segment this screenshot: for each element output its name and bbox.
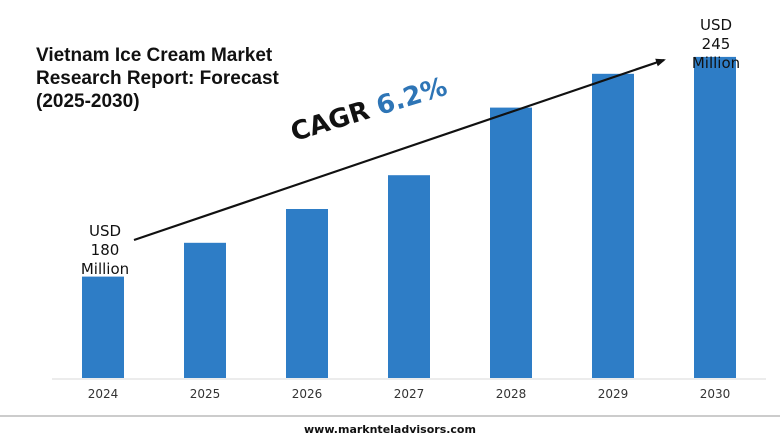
x-tick-labels: 2024 2025 2026 2027 2028 2029 2030 xyxy=(88,387,731,401)
chart-title: Vietnam Ice Cream Market Research Report… xyxy=(36,45,279,112)
end-label-value: 245 xyxy=(701,35,731,53)
bar-2027 xyxy=(388,175,430,378)
cagr-trend-arrow xyxy=(133,58,666,242)
x-tick-label: 2030 xyxy=(700,387,731,401)
bar-2028 xyxy=(490,107,532,378)
start-label-unit: Million xyxy=(80,260,130,278)
x-tick-label: 2027 xyxy=(394,387,425,401)
bar-2030 xyxy=(694,56,736,379)
x-tick-label: 2024 xyxy=(88,387,119,401)
x-tick-label: 2026 xyxy=(292,387,323,401)
bar-2026 xyxy=(286,209,328,378)
bar-series xyxy=(82,56,736,379)
start-label-currency: USD xyxy=(88,222,122,240)
end-label-unit: Million xyxy=(691,54,741,72)
end-label-currency: USD xyxy=(699,16,733,34)
x-tick-label: 2028 xyxy=(496,387,527,401)
start-value-label: USD 180 Million xyxy=(60,222,150,279)
x-tick-label: 2025 xyxy=(190,387,221,401)
x-tick-label: 2029 xyxy=(598,387,629,401)
footer-url: www.marknteladvisors.com xyxy=(304,423,476,436)
bar-2025 xyxy=(184,242,226,378)
start-label-value: 180 xyxy=(90,241,120,259)
end-value-label: USD 245 Million xyxy=(671,16,761,73)
bar-2024 xyxy=(82,276,124,378)
bar-2029 xyxy=(592,73,634,379)
